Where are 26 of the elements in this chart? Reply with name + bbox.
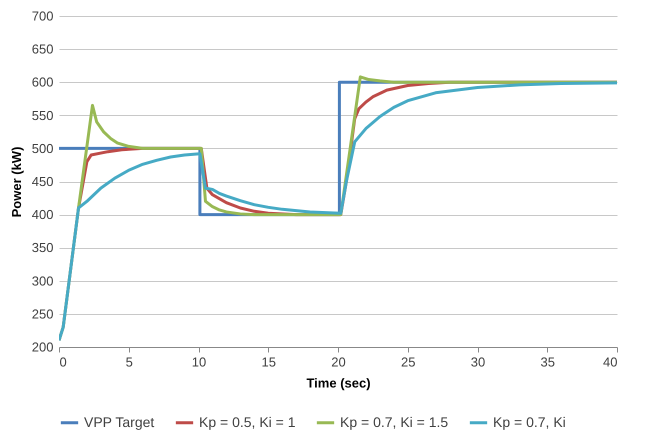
- y-tick-label: 500: [32, 140, 54, 156]
- y-tick-label: 200: [32, 340, 54, 354]
- y-tick-label: 650: [32, 42, 54, 57]
- x-tick-label: 10: [192, 354, 206, 370]
- legend-label: Kp = 0.7, Ki: [493, 414, 566, 430]
- x-tick-label: 30: [470, 354, 486, 370]
- y-tick-label: 400: [32, 207, 54, 222]
- x-tick-label: 15: [262, 354, 276, 370]
- x-axis-title: Time (sec): [306, 376, 371, 390]
- y-tick-label: 250: [32, 306, 54, 322]
- legend-label: Kp = 0.7, Ki = 1.5: [340, 414, 448, 430]
- x-tick-label: 20: [331, 354, 346, 370]
- x-tick-label: 5: [126, 354, 133, 370]
- y-tick-label: 300: [32, 273, 54, 288]
- x-tick-label: 35: [540, 354, 555, 370]
- y-tick-label: 700: [32, 8, 54, 24]
- legend-label: Kp = 0.5, Ki = 1: [199, 414, 296, 430]
- y-tick-label: 550: [32, 108, 54, 123]
- legend-label: VPP Target: [84, 414, 154, 430]
- y-tick-label: 350: [32, 240, 54, 256]
- x-tick-label: 25: [401, 354, 416, 370]
- y-tick-label: 450: [32, 174, 54, 189]
- y-tick-label: 600: [32, 74, 54, 90]
- x-tick-label: 40: [603, 354, 618, 370]
- x-tick-label: 0: [60, 354, 67, 370]
- y-axis-title: Power (kW): [8, 146, 24, 218]
